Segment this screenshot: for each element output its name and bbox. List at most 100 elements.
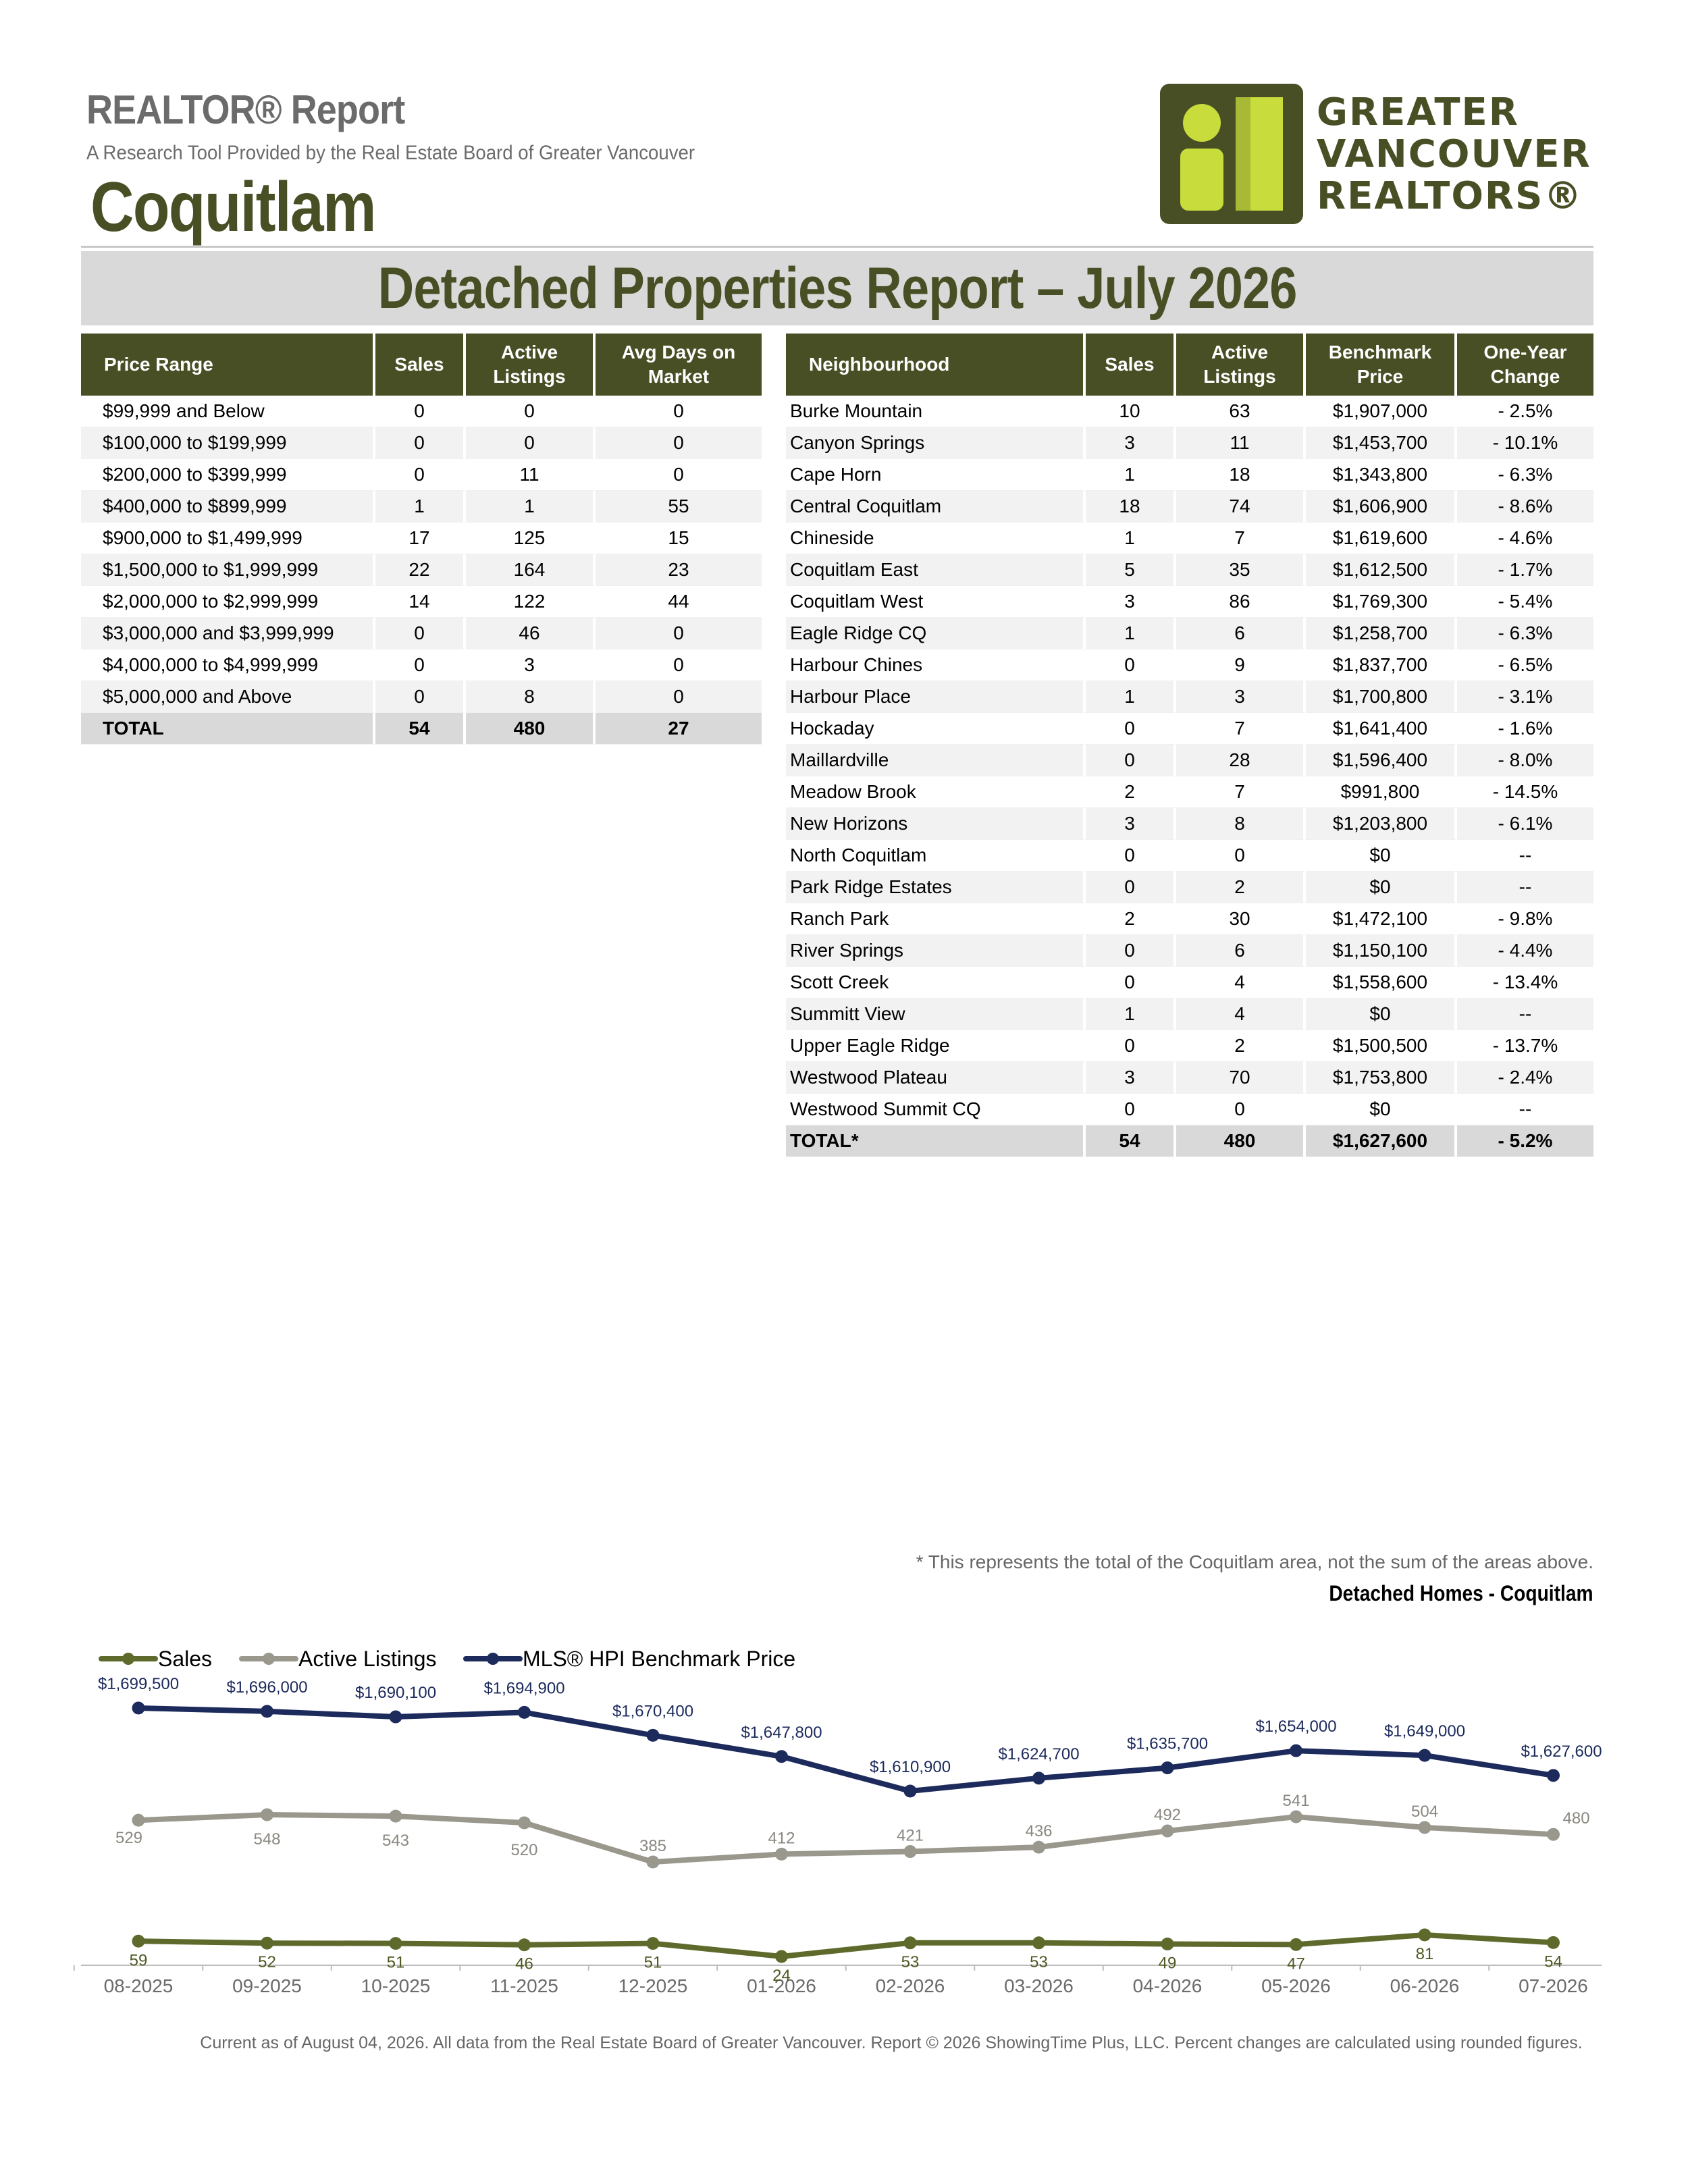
- value-cell: 63: [1176, 396, 1306, 427]
- table-row: $200,000 to $399,999 0 11 0: [81, 459, 762, 491]
- value-cell: 2: [1086, 776, 1176, 808]
- value-cell: 28: [1176, 745, 1306, 776]
- neighbourhood-table: Neighbourhood Sales Active Listings Benc…: [786, 334, 1593, 1157]
- series-line: [136, 1932, 1556, 1959]
- table-total-row: TOTAL* 54 480 $1,627,600- 5.2%: [786, 1125, 1593, 1157]
- x-tick-label: 10-2025: [361, 1975, 431, 1996]
- x-tick-label: 11-2025: [490, 1975, 558, 1996]
- neighbourhood-label-cell: North Coquitlam: [786, 840, 1086, 872]
- table-row: Canyon Springs 3 11 $1,453,700- 10.1%: [786, 427, 1593, 459]
- value-cell: 17: [375, 523, 466, 554]
- table-row: Westwood Summit CQ 0 0 $0 --: [786, 1094, 1593, 1125]
- data-point: [1418, 1749, 1431, 1762]
- report-subtitle: A Research Tool Provided by the Real Est…: [86, 142, 695, 164]
- value-cell: 11: [1176, 427, 1306, 459]
- legend-marker: [263, 1653, 275, 1665]
- data-point: [775, 1750, 788, 1763]
- value-cell: 18: [1176, 459, 1306, 491]
- value-cell: $991,800: [1306, 776, 1457, 808]
- table-row: Cape Horn 1 18 $1,343,800- 6.3%: [786, 459, 1593, 491]
- value-cell: 0: [1176, 1094, 1306, 1125]
- data-point: [518, 1705, 531, 1719]
- data-point: [646, 1937, 660, 1950]
- data-label: 529: [115, 1829, 142, 1847]
- series-line: [136, 1705, 1556, 1794]
- value-cell: 1: [1086, 998, 1176, 1030]
- value-cell: 9: [1176, 649, 1306, 681]
- x-tick-label: 02-2026: [876, 1975, 945, 1996]
- x-tick-label: 03-2026: [1004, 1975, 1074, 1996]
- table-row: Maillardville 0 28 $1,596,400- 8.0%: [786, 745, 1593, 776]
- data-point: [1290, 1744, 1302, 1757]
- value-cell: --: [1457, 998, 1593, 1030]
- logo-mark-icon: [1160, 84, 1303, 224]
- value-cell: - 14.5%: [1457, 776, 1593, 808]
- value-cell: - 1.7%: [1457, 554, 1593, 586]
- value-cell: 0: [1086, 745, 1176, 776]
- table-row: Chineside 1 7 $1,619,600- 4.6%: [786, 523, 1593, 554]
- data-point: [261, 1936, 273, 1950]
- x-tick-label: 04-2026: [1133, 1975, 1203, 1996]
- table-header-row: Neighbourhood Sales Active Listings Benc…: [786, 334, 1593, 396]
- value-cell: 4: [1176, 967, 1306, 998]
- table-row: River Springs 0 6 $1,150,100- 4.4%: [786, 935, 1593, 967]
- table-row: Coquitlam West 3 86 $1,769,300- 5.4%: [786, 586, 1593, 618]
- col-header-price-range: Price Range: [81, 334, 375, 396]
- data-point: [261, 1808, 273, 1821]
- data-label: $1,690,100: [355, 1684, 436, 1702]
- table-row: Park Ridge Estates 0 2 $0 --: [786, 872, 1593, 903]
- data-label: $1,624,700: [998, 1745, 1079, 1763]
- data-label: $1,670,400: [612, 1702, 693, 1720]
- table-total-row: TOTAL 54 480 27: [81, 713, 762, 745]
- value-cell: - 13.4%: [1457, 967, 1593, 998]
- value-cell: - 9.8%: [1457, 903, 1593, 935]
- value-cell: $1,453,700: [1306, 427, 1457, 459]
- data-point: [646, 1855, 660, 1869]
- data-label: 46: [515, 1955, 533, 1973]
- value-cell: $1,753,800: [1306, 1062, 1457, 1094]
- data-point: [1290, 1810, 1302, 1823]
- value-cell: 164: [466, 554, 596, 586]
- banner-title: Detached Properties Report – July 2026: [377, 256, 1298, 321]
- neighbourhood-label-cell: Hockaday: [786, 713, 1086, 745]
- data-point: [1547, 1936, 1560, 1949]
- table-row: Burke Mountain 10 63 $1,907,000- 2.5%: [786, 396, 1593, 427]
- table-row: New Horizons 3 8 $1,203,800- 6.1%: [786, 808, 1593, 840]
- data-label: 54: [1544, 1952, 1562, 1971]
- value-cell: - 4.6%: [1457, 523, 1593, 554]
- data-point: [903, 1784, 917, 1798]
- x-tick-label: 12-2025: [618, 1975, 688, 1996]
- value-cell: 0: [375, 427, 466, 459]
- neighbourhood-label-cell: Scott Creek: [786, 967, 1086, 998]
- legend-label: Sales: [158, 1647, 212, 1671]
- value-cell: 0: [596, 427, 762, 459]
- price-range-label-cell: TOTAL: [81, 713, 375, 745]
- data-point: [389, 1710, 402, 1724]
- data-point: [518, 1816, 531, 1830]
- col-header-sales: Sales: [375, 334, 466, 396]
- x-tick-label: 06-2026: [1390, 1975, 1460, 1996]
- data-label: $1,699,500: [98, 1675, 179, 1693]
- value-cell: 3: [1176, 681, 1306, 713]
- value-cell: $1,472,100: [1306, 903, 1457, 935]
- neighbourhood-label-cell: Eagle Ridge CQ: [786, 618, 1086, 649]
- value-cell: 0: [1086, 840, 1176, 872]
- value-cell: 0: [596, 649, 762, 681]
- data-label: $1,647,800: [741, 1724, 822, 1742]
- value-cell: 22: [375, 554, 466, 586]
- neighbourhood-label-cell: Summitt View: [786, 998, 1086, 1030]
- data-label: 548: [253, 1830, 280, 1848]
- data-point: [132, 1934, 145, 1948]
- col-header-active-listings: Active Listings: [1176, 334, 1306, 396]
- report-banner: Detached Properties Report – July 2026: [81, 251, 1593, 325]
- report-title: REALTOR® Report: [86, 87, 405, 132]
- value-cell: $1,596,400: [1306, 745, 1457, 776]
- value-cell: 0: [596, 396, 762, 427]
- value-cell: $1,606,900: [1306, 491, 1457, 523]
- data-label: $1,649,000: [1384, 1722, 1465, 1740]
- table-row: Harbour Place 1 3 $1,700,800- 3.1%: [786, 681, 1593, 713]
- value-cell: $1,558,600: [1306, 967, 1457, 998]
- value-cell: $1,343,800: [1306, 459, 1457, 491]
- value-cell: $0: [1306, 872, 1457, 903]
- value-cell: 74: [1176, 491, 1306, 523]
